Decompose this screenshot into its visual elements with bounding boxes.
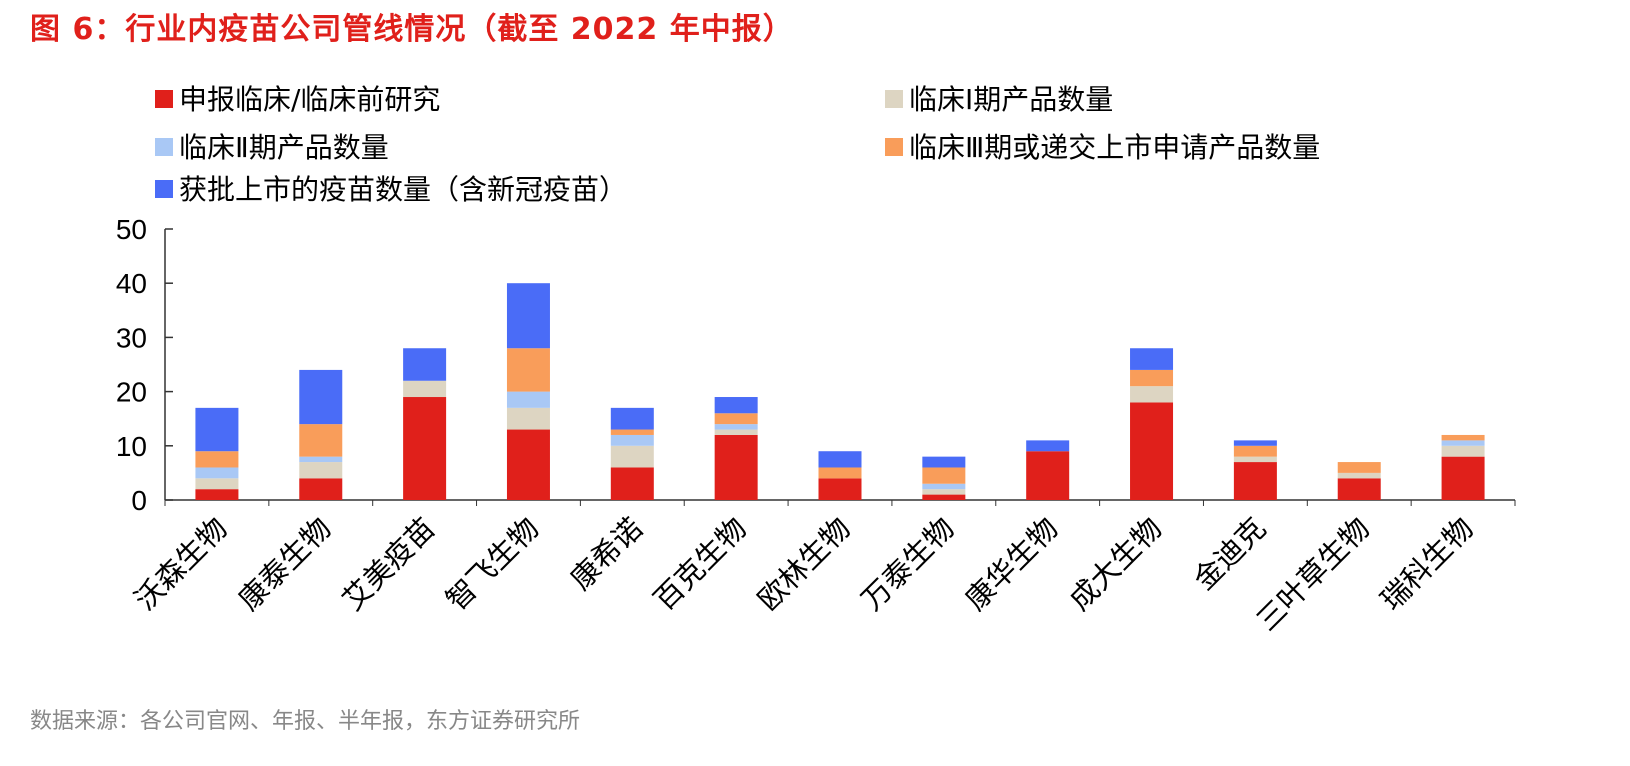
bar-segment-1-2: [403, 380, 447, 398]
bar-segment-2-4: [610, 434, 654, 446]
bar-segment-2-0: [195, 467, 239, 479]
y-tick-label: 50: [116, 214, 147, 245]
bar-segment-1-10: [1233, 456, 1277, 463]
bar-segment-0-5: [714, 434, 758, 500]
legend-label-3: 临床Ⅲ期或递交上市申请产品数量: [909, 131, 1320, 164]
y-tick-label: 30: [116, 322, 147, 353]
bar-segment-4-0: [195, 407, 239, 452]
x-tick-label: 金迪克: [1187, 511, 1273, 597]
x-tick-label: 三叶草生物: [1250, 511, 1377, 638]
bar-segment-1-1: [299, 462, 343, 479]
bar-segment-0-6: [818, 478, 862, 500]
bar-segment-0-8: [1026, 451, 1070, 500]
bar-segment-3-10: [1233, 445, 1277, 457]
bar-segment-1-5: [714, 429, 758, 435]
legend-label-4: 获批上市的疫苗数量（含新冠疫苗）: [179, 173, 627, 206]
bar-segment-3-0: [195, 451, 239, 468]
x-tick-label: 沃森生物: [128, 511, 234, 617]
bar-segment-3-9: [1130, 369, 1174, 387]
bar-segment-0-1: [299, 478, 343, 500]
x-tick-label: 康华生物: [959, 511, 1065, 617]
bar-segment-4-9: [1130, 348, 1174, 370]
bar-segment-0-4: [610, 467, 654, 500]
bar-segment-1-7: [922, 489, 966, 495]
bar-segment-4-8: [1026, 440, 1070, 452]
bar-segment-0-0: [195, 489, 239, 500]
bar-segment-4-10: [1233, 440, 1277, 446]
bar-segment-3-6: [818, 467, 862, 479]
x-tick-label: 智飞生物: [439, 511, 545, 617]
bar-segment-4-5: [714, 397, 758, 414]
bar-segment-3-4: [610, 429, 654, 435]
bar-segment-1-11: [1337, 472, 1381, 479]
legend-label-2: 临床Ⅱ期产品数量: [179, 131, 389, 164]
bar-segment-3-12: [1441, 434, 1485, 441]
bar-segment-3-5: [714, 413, 758, 425]
bar-segment-0-9: [1130, 402, 1174, 500]
bar-segment-4-3: [506, 283, 550, 349]
bar-segment-2-12: [1441, 440, 1485, 446]
bar-segment-4-1: [299, 369, 343, 425]
bar-segment-1-3: [506, 407, 550, 430]
legend-label-1: 临床I期产品数量: [909, 83, 1113, 116]
source-note: 数据来源：各公司官网、年报、半年报，东方证券研究所: [30, 709, 581, 734]
y-tick-label: 0: [131, 485, 147, 516]
bar-segment-0-3: [506, 429, 550, 500]
x-tick-label: 康希诺: [564, 511, 650, 597]
bar-segment-1-4: [610, 445, 654, 468]
y-tick-label: 40: [116, 268, 147, 299]
bar-segment-1-0: [195, 478, 239, 490]
bar-segment-4-6: [818, 451, 862, 468]
chart-title: 图 6：行业内疫苗公司管线情况（截至 2022 年中报）: [30, 12, 794, 47]
x-tick-label: 万泰生物: [855, 511, 961, 617]
legend-swatch-2: [155, 138, 173, 156]
bar-segment-1-12: [1441, 445, 1485, 457]
x-tick-label: 康泰生物: [232, 511, 338, 617]
bar-segment-1-9: [1130, 386, 1174, 403]
x-tick-label: 瑞科生物: [1374, 511, 1480, 617]
legend-swatch-3: [885, 138, 903, 156]
bar-segment-0-12: [1441, 456, 1485, 500]
y-tick-label: 10: [116, 431, 147, 462]
bar-segment-0-11: [1337, 478, 1381, 500]
bar-segment-2-1: [299, 456, 343, 463]
bar-segment-3-1: [299, 424, 343, 457]
y-tick-label: 20: [116, 377, 147, 408]
bar-segment-4-2: [403, 348, 447, 381]
bar-segment-4-4: [610, 407, 654, 430]
bar-segment-4-7: [922, 456, 966, 468]
bar-segment-0-7: [922, 494, 966, 500]
legend-label-0: 申报临床/临床前研究: [179, 83, 440, 116]
bar-segment-2-5: [714, 424, 758, 430]
bar-segment-3-3: [506, 348, 550, 392]
x-tick-label: 欧林生物: [751, 511, 857, 617]
legend-swatch-4: [155, 180, 173, 198]
bar-segment-0-10: [1233, 462, 1277, 500]
x-tick-label: 艾美疫苗: [335, 511, 441, 617]
bar-segment-3-11: [1337, 462, 1381, 473]
bar-segment-3-7: [922, 467, 966, 484]
x-tick-label: 成大生物: [1062, 511, 1168, 617]
x-tick-label: 百克生物: [647, 511, 753, 617]
legend-swatch-1: [885, 90, 903, 108]
bar-segment-2-7: [922, 483, 966, 490]
legend-swatch-0: [155, 90, 173, 108]
bar-segment-0-2: [403, 397, 447, 500]
bar-segment-2-3: [506, 391, 550, 408]
